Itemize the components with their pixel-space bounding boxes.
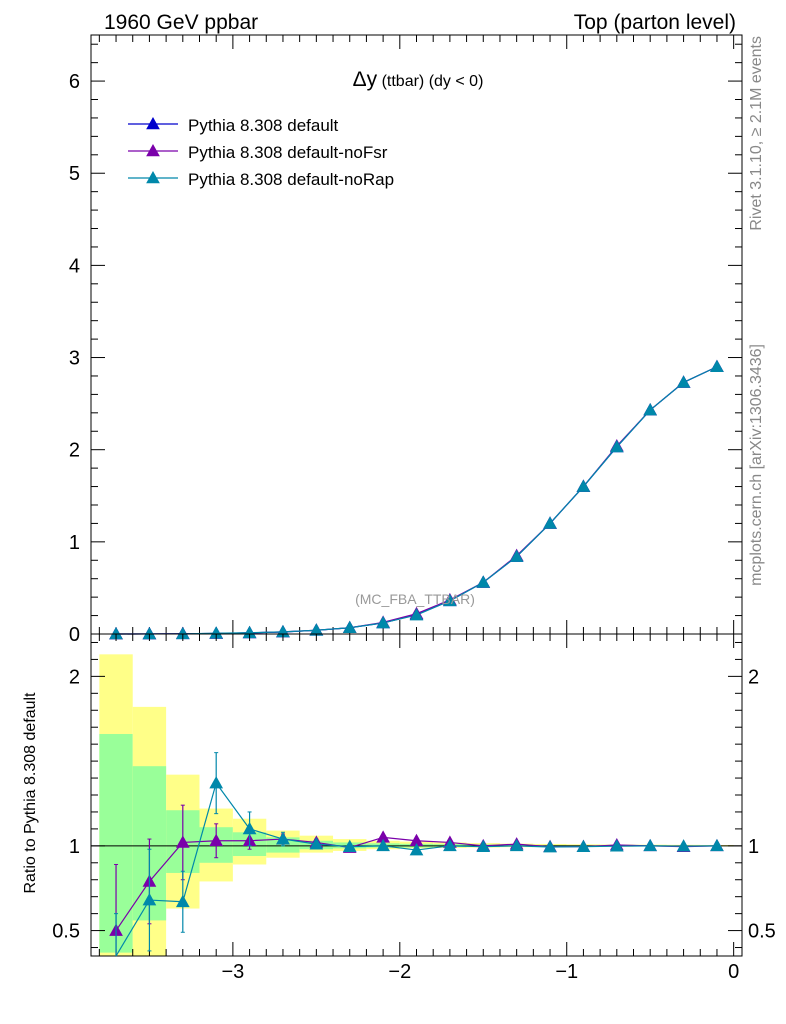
plot-title-main: Δy — [353, 68, 378, 91]
legend-entry: Pythia 8.308 default-noRap — [188, 170, 394, 189]
ratio-point-1 — [175, 894, 190, 908]
mcplots-label: mcplots.cern.ch [arXiv:1306.3436] — [748, 344, 765, 586]
y-tick-label-ratio: 0.5 — [52, 921, 80, 943]
plot-title: Δy (ttbar) (dy < 0) — [353, 68, 484, 91]
data-point-2 — [342, 620, 357, 634]
ratio-point-1 — [710, 838, 724, 852]
x-tick-label: −1 — [555, 961, 578, 983]
legend-entry: Pythia 8.308 default-noFsr — [188, 143, 388, 162]
data-point-2 — [643, 403, 658, 416]
data-point-2 — [376, 615, 390, 629]
legend-marker — [146, 170, 160, 184]
x-tick-label: −3 — [221, 961, 244, 983]
y-tick-label-ratio-right: 1 — [748, 836, 759, 858]
y-tick-label-ratio-right: 0.5 — [748, 921, 776, 943]
y-tick-label-main: 6 — [69, 71, 80, 93]
x-tick-label: 0 — [728, 961, 739, 983]
legend-entry: Pythia 8.308 default — [188, 116, 339, 135]
ratio-point-1 — [476, 839, 491, 852]
ratio-point-1 — [309, 837, 324, 850]
rivet-label: Rivet 3.1.10, ≥ 2.1M events — [748, 36, 765, 231]
legend-marker — [146, 116, 160, 130]
y-tick-label-ratio: 2 — [69, 666, 80, 688]
ratio-point-1 — [676, 839, 691, 852]
data-point-2 — [609, 439, 624, 453]
plot-title-sub: (ttbar) (dy < 0) — [377, 73, 483, 90]
main-plot: 0 1 2 3 4 5 6 Pythia 8.308 default Pythia 8.308 … — [69, 34, 743, 646]
y-tick-label-main: 2 — [69, 440, 80, 462]
y-tick-label-main: 5 — [69, 163, 80, 185]
ratio-point-1 — [376, 838, 390, 852]
ratio-point-1 — [276, 832, 290, 845]
ratio-point-1 — [509, 838, 524, 852]
ratio-point-0 — [209, 833, 224, 847]
data-point-2 — [476, 575, 491, 588]
ratio-ylabel: Ratio to Pythia 8.308 default — [22, 692, 39, 894]
ratio-point-1 — [409, 843, 424, 856]
ratio-point-1 — [242, 821, 257, 835]
data-point-2 — [443, 593, 457, 607]
data-point-2 — [543, 516, 557, 529]
ratio-point-1 — [576, 839, 591, 852]
data-point-2 — [710, 359, 724, 373]
y-tick-label-ratio: 1 — [69, 836, 80, 858]
ratio-point-1 — [209, 776, 224, 789]
ratio-point-1 — [609, 839, 624, 852]
y-tick-label-ratio-right: 2 — [748, 666, 759, 688]
legend-marker — [146, 143, 160, 157]
data-point-2 — [676, 375, 691, 388]
header-right: Top (parton level) — [574, 11, 736, 34]
x-tick-label: −2 — [388, 961, 411, 983]
data-point-2 — [576, 479, 591, 492]
data-point-2 — [509, 549, 524, 562]
ratio-point-0 — [175, 835, 190, 848]
ratio-point-1 — [142, 893, 157, 906]
ratio-point-1 — [643, 838, 658, 852]
ratio-point-1 — [342, 839, 357, 852]
data-point-2 — [409, 608, 424, 621]
y-tick-label-main: 4 — [69, 255, 80, 277]
y-tick-label-main: 3 — [69, 348, 80, 370]
watermark: (MC_FBA_TTBAR) — [355, 591, 475, 607]
header-left: 1960 GeV ppbar — [104, 11, 258, 34]
ratio-point-1 — [543, 839, 557, 853]
y-tick-label-main: 1 — [69, 532, 80, 554]
y-tick-label-main: 0 — [69, 624, 80, 646]
ratio-point-1 — [443, 838, 457, 852]
